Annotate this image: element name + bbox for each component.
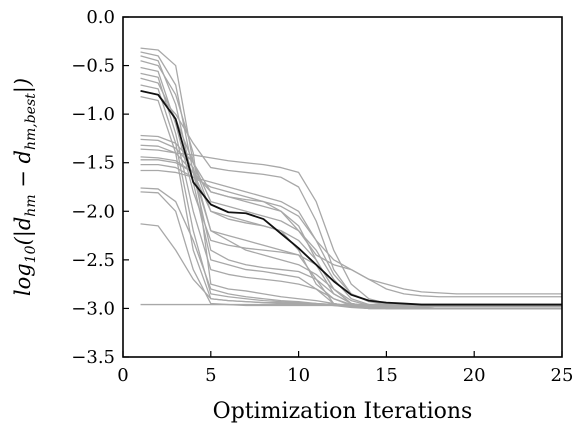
run-line-18 xyxy=(140,169,562,295)
x-tick-label: 25 xyxy=(551,365,574,386)
y-tick-label: −1.5 xyxy=(71,153,115,174)
y-axis-title-sub-best: hm,best xyxy=(23,93,39,150)
x-axis-title: Optimization Iterations xyxy=(213,399,473,424)
y-tick-label: −2.0 xyxy=(71,201,115,222)
x-tick-label: 0 xyxy=(117,365,128,386)
run-lines xyxy=(140,47,562,310)
y-tick-label: −3.5 xyxy=(71,347,115,368)
plot-frame xyxy=(122,16,563,358)
run-line-16 xyxy=(140,159,562,310)
y-axis-title-log-base: 10 xyxy=(23,245,39,263)
y-axis: 0.0 −0.5 −1.0 −1.5 −2.0 −2.5 −3.0 −3.5 xyxy=(71,7,129,368)
x-tick-label: 15 xyxy=(375,365,398,386)
y-tick-label: −1.0 xyxy=(71,104,115,125)
y-axis-title-log: log xyxy=(11,263,35,296)
y-tick-label: −0.5 xyxy=(71,56,115,77)
x-axis: 0 5 10 15 20 25 xyxy=(117,351,573,386)
mean-line xyxy=(140,89,562,306)
y-tick-label: −2.5 xyxy=(71,250,115,271)
mean-line-layer xyxy=(140,89,562,306)
x-tick-label: 20 xyxy=(463,365,486,386)
run-line-9 xyxy=(140,90,562,310)
y-tick-label: 0.0 xyxy=(86,7,115,28)
x-tick-label: 5 xyxy=(205,365,216,386)
y-axis-title-minus: − d xyxy=(11,150,35,194)
y-axis-title-close: |) xyxy=(11,78,36,93)
x-tick-label: 10 xyxy=(287,365,310,386)
y-tick-label: −3.0 xyxy=(71,298,115,319)
run-line-5 xyxy=(140,66,562,310)
run-line-20 xyxy=(140,191,562,307)
y-axis-title-sub-hm: hm xyxy=(23,194,39,216)
y-axis-title: log10(|dhm − dhm,best|) xyxy=(11,78,39,296)
y-axis-title-open: (|d xyxy=(11,217,36,246)
run-line-10 xyxy=(140,96,562,310)
